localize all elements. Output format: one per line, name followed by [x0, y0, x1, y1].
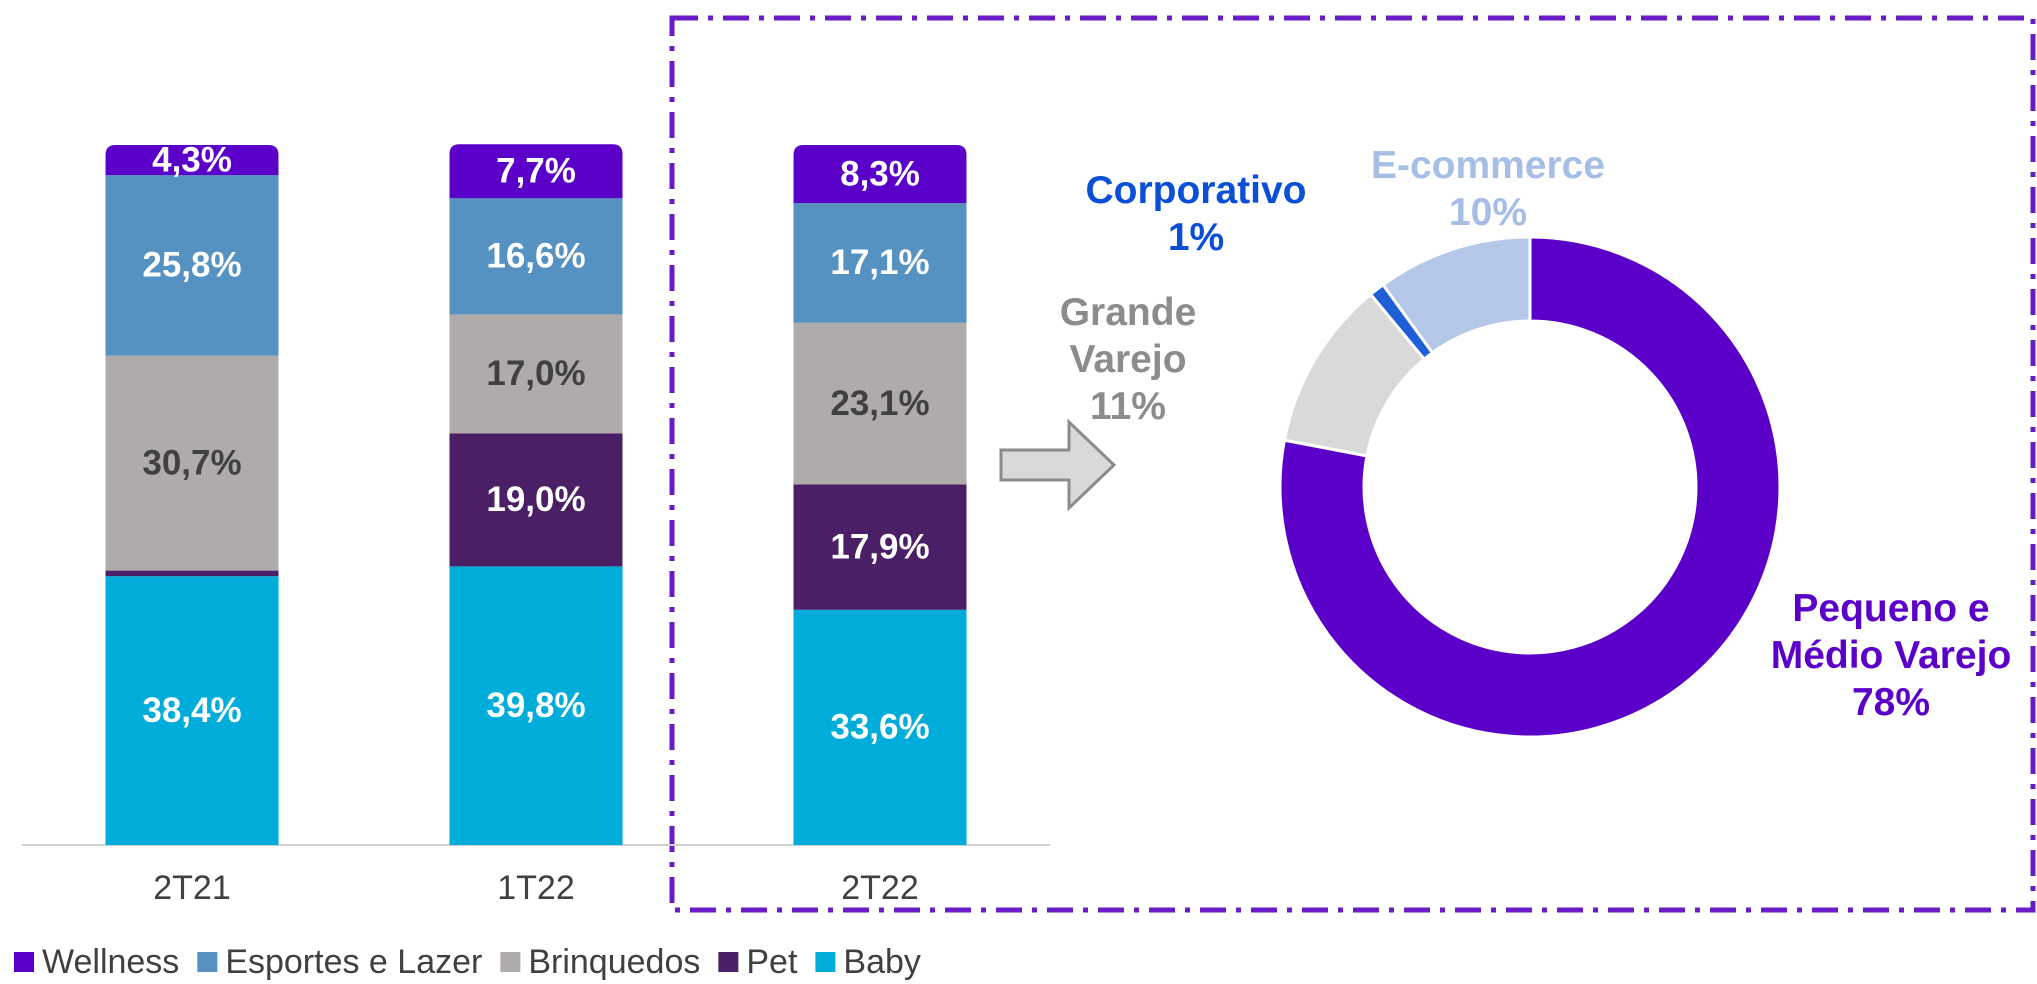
data-label: 17,0%: [486, 354, 585, 393]
data-label: 17,9%: [830, 527, 929, 566]
legend-label: Brinquedos: [528, 943, 700, 981]
x-tick-label: 1T22: [497, 869, 575, 907]
slice-value: 1%: [1167, 216, 1225, 259]
data-label: 19,0%: [486, 480, 585, 519]
bar-segment: [449, 198, 623, 315]
donut-slice: [1278, 235, 1782, 739]
slice-value: 11%: [1090, 384, 1166, 428]
slice-label: Grande Varejo 11%: [1048, 290, 1208, 430]
bar-segment: [105, 355, 279, 571]
slice-name: Grande Varejo: [1059, 290, 1197, 381]
slice-name: Pequeno e Médio Varejo: [1770, 586, 2012, 677]
data-label: 33,6%: [830, 708, 929, 747]
bar-segment: [793, 145, 967, 204]
legend-swatch: [718, 952, 739, 972]
data-label: 4,3%: [152, 140, 232, 179]
data-label: 38,4%: [142, 691, 241, 730]
data-label: 7,7%: [496, 152, 576, 191]
bar-segment: [449, 433, 623, 567]
arrow: [999, 418, 1117, 512]
slice-label: E-commerce 10%: [1358, 143, 1618, 237]
data-label: 25,8%: [142, 246, 241, 285]
slice-name: E-commerce: [1370, 144, 1606, 188]
data-label: 39,8%: [486, 686, 585, 725]
bar-segment: [449, 566, 623, 845]
legend-label: Wellness: [42, 943, 179, 981]
highlight-box: [669, 15, 2036, 913]
slice-label: Corporativo 1%: [1066, 168, 1326, 262]
bar-segment: [793, 322, 967, 485]
x-tick-label: 2T22: [841, 869, 919, 907]
legend-swatch: [815, 952, 836, 972]
slice-name: Corporativo: [1085, 169, 1307, 213]
slice-value: 78%: [1851, 680, 1931, 724]
bar-segment: [449, 144, 623, 199]
bar-segment: [105, 576, 279, 845]
legend-swatch: [197, 952, 218, 972]
data-label: 16,6%: [486, 237, 585, 276]
legend-swatch: [14, 952, 34, 972]
bar-segment: [793, 203, 967, 323]
slice-value: 10%: [1448, 191, 1528, 234]
bar-segment: [793, 484, 967, 610]
legend-swatch: [500, 952, 521, 972]
bar-segment: [793, 609, 967, 845]
donut-slice: [1380, 235, 1532, 355]
legend-label: Esportes e Lazer: [225, 943, 482, 981]
bar-segment: [105, 175, 279, 356]
bar-segment: [105, 145, 279, 176]
data-label: 17,1%: [830, 243, 929, 282]
bar-segment: [105, 570, 279, 577]
legend-label: Pet: [746, 943, 798, 981]
data-label: 23,1%: [830, 384, 929, 423]
slice-label: Pequeno e Médio Varejo 78%: [1756, 586, 2026, 726]
bar-segment: [449, 314, 623, 434]
x-tick-label: 2T21: [153, 869, 231, 907]
data-label: 30,7%: [142, 443, 241, 482]
legend-label: Baby: [843, 943, 921, 981]
data-label: 8,3%: [840, 154, 920, 193]
